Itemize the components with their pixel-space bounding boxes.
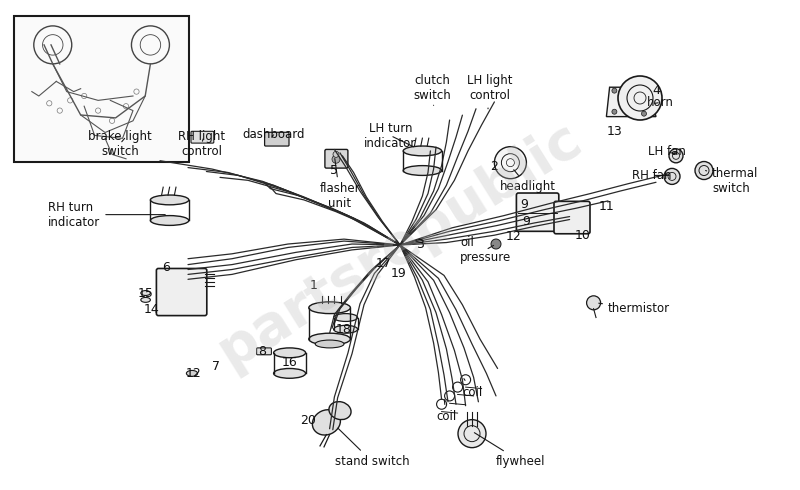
- Text: 16: 16: [282, 356, 298, 369]
- Text: 9: 9: [520, 198, 528, 211]
- Text: 10: 10: [574, 229, 590, 242]
- Text: 14: 14: [144, 303, 160, 316]
- Circle shape: [664, 169, 680, 184]
- Text: RH light
control: RH light control: [178, 130, 225, 158]
- Text: 3: 3: [416, 238, 424, 250]
- Ellipse shape: [403, 166, 442, 175]
- Text: 12: 12: [506, 230, 522, 243]
- Circle shape: [586, 296, 601, 310]
- Text: 15: 15: [138, 287, 154, 299]
- Circle shape: [612, 88, 617, 93]
- Circle shape: [494, 147, 526, 179]
- Ellipse shape: [150, 195, 189, 205]
- Ellipse shape: [403, 146, 442, 156]
- Ellipse shape: [309, 302, 350, 314]
- Circle shape: [669, 149, 683, 163]
- Text: 7: 7: [212, 360, 220, 373]
- Ellipse shape: [141, 297, 150, 302]
- Text: headlight: headlight: [500, 170, 556, 194]
- Text: thermistor: thermistor: [598, 302, 670, 315]
- Text: 9: 9: [522, 215, 530, 228]
- Text: horn: horn: [647, 96, 674, 109]
- Text: brake light
switch: brake light switch: [88, 130, 152, 158]
- FancyBboxPatch shape: [517, 193, 558, 231]
- FancyBboxPatch shape: [157, 269, 206, 316]
- FancyBboxPatch shape: [325, 149, 348, 168]
- Text: 17: 17: [376, 257, 392, 270]
- Text: dashboard: dashboard: [242, 128, 305, 142]
- Text: 8: 8: [258, 345, 266, 358]
- Ellipse shape: [315, 340, 344, 348]
- Text: 11: 11: [598, 200, 614, 213]
- Text: 13: 13: [606, 125, 622, 138]
- Circle shape: [491, 239, 501, 249]
- Text: LH turn
indicator: LH turn indicator: [364, 122, 417, 149]
- Text: partsrepublic: partsrepublic: [208, 111, 592, 379]
- Circle shape: [458, 419, 486, 448]
- FancyBboxPatch shape: [257, 348, 271, 355]
- Text: RH turn
indicator: RH turn indicator: [48, 200, 166, 229]
- Text: RH fan: RH fan: [632, 169, 671, 182]
- Ellipse shape: [274, 348, 306, 358]
- Ellipse shape: [329, 402, 351, 419]
- FancyBboxPatch shape: [191, 131, 214, 143]
- Text: clutch
switch: clutch switch: [413, 74, 451, 105]
- Ellipse shape: [274, 368, 306, 378]
- Text: stand switch: stand switch: [334, 428, 410, 468]
- FancyBboxPatch shape: [114, 131, 133, 142]
- Ellipse shape: [312, 410, 341, 435]
- Text: thermal
switch: thermal switch: [706, 167, 758, 196]
- Polygon shape: [606, 87, 656, 117]
- Text: 12: 12: [186, 367, 202, 380]
- Text: LH fan: LH fan: [648, 146, 686, 158]
- Text: 1: 1: [310, 279, 318, 292]
- Bar: [14, 16, 189, 162]
- Text: LH light
control: LH light control: [467, 74, 512, 109]
- Circle shape: [333, 151, 339, 157]
- Circle shape: [618, 76, 662, 120]
- Circle shape: [695, 162, 713, 179]
- Ellipse shape: [334, 325, 358, 333]
- Ellipse shape: [186, 370, 198, 376]
- Text: 6: 6: [162, 261, 170, 273]
- Text: 2: 2: [490, 160, 498, 173]
- Text: 18: 18: [336, 323, 352, 336]
- Circle shape: [612, 109, 617, 114]
- Ellipse shape: [150, 216, 189, 225]
- Ellipse shape: [309, 333, 350, 345]
- Text: 5: 5: [330, 164, 338, 177]
- Text: 19: 19: [390, 267, 406, 280]
- Text: 20: 20: [300, 414, 316, 427]
- Circle shape: [642, 111, 646, 116]
- Text: flywheel: flywheel: [474, 433, 546, 468]
- Text: 4: 4: [652, 84, 660, 97]
- Text: flasher
unit: flasher unit: [320, 159, 360, 210]
- Ellipse shape: [334, 314, 358, 321]
- Text: oil
pressure: oil pressure: [460, 236, 511, 264]
- Text: coil: coil: [436, 400, 456, 423]
- FancyBboxPatch shape: [554, 201, 590, 234]
- Ellipse shape: [141, 291, 150, 295]
- FancyBboxPatch shape: [265, 132, 289, 146]
- Text: coil: coil: [462, 379, 482, 398]
- Circle shape: [332, 155, 340, 163]
